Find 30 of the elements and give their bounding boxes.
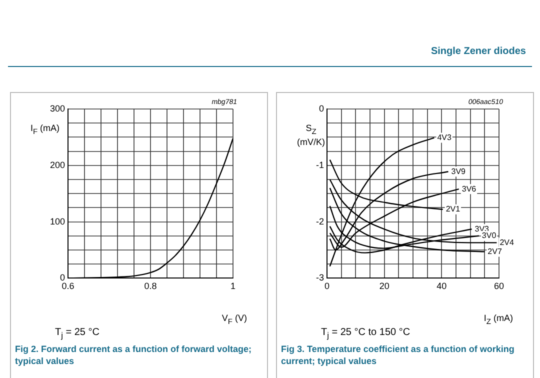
text: Fig 2. Forward current as a function of forward voltage; typical values <box>15 343 253 367</box>
series-label: 2V1 <box>446 204 461 214</box>
y-tick-label: 200 <box>50 160 66 170</box>
y-tick-label: -2 <box>316 216 324 226</box>
y-axis-title: S$_{Z}$ (mV/K) <box>296 123 326 147</box>
series-label: 3V0 <box>482 231 497 240</box>
x-tick-label: 40 <box>436 281 447 292</box>
y-tick-label: 0 <box>60 272 66 283</box>
y-tick-label: 100 <box>50 216 66 226</box>
series-label: 4V3 <box>437 132 452 142</box>
y-tick-label: -3 <box>316 272 324 283</box>
y-axis-title: I$_{F}$ (mA) <box>29 123 61 137</box>
chart-subtitle: Single Zener diodes <box>430 46 526 57</box>
y-tick-label: 300 <box>50 103 66 114</box>
x-tick-label: 60 <box>494 281 504 292</box>
y-tick-label: -1 <box>316 160 324 170</box>
y-tick-label: 0 <box>318 103 324 114</box>
x-axis-title: V$_{F}$ (V) <box>222 313 247 326</box>
series-label: 3V9 <box>451 166 466 176</box>
text: T$_{j}$ = 25 °C to 150 °C <box>321 327 410 340</box>
text: T$_{j}$ = 25 °C <box>55 327 100 340</box>
x-axis-title: I$_{Z}$ (mA) <box>484 313 513 326</box>
text: Fig 3. Temperature coefficient as a function of working current; typical values <box>281 343 516 367</box>
x-tick-label: 0.8 <box>144 281 157 292</box>
series-label: 3V6 <box>462 184 477 194</box>
series-label: 2V4 <box>500 238 514 247</box>
x-tick-label: 0.6 <box>62 281 74 292</box>
x-tick-label: 1 <box>230 281 236 292</box>
x-tick-label: 20 <box>379 281 390 292</box>
series-label: 2V7 <box>488 246 502 256</box>
